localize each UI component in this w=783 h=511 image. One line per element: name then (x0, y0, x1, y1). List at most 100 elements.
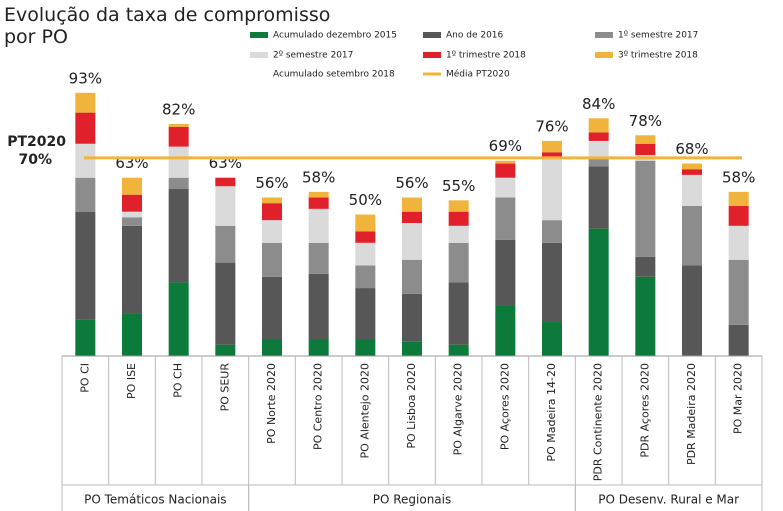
total-label: 58% (302, 168, 335, 186)
x-tick-label: PO Madeira 14-20 (545, 363, 558, 462)
bar-segment (448, 282, 469, 345)
bar-segment (75, 92, 96, 113)
bar-segment (728, 324, 749, 356)
bar-segment (495, 197, 516, 240)
bar-segment (402, 222, 422, 260)
bar-segment (262, 220, 282, 243)
x-tick-label: PDR Continente 2020 (592, 363, 605, 481)
bar-segment (495, 160, 516, 164)
bar-segment (308, 197, 329, 209)
bar-segment (448, 225, 469, 243)
legend-label: Média PT2020 (446, 69, 510, 80)
total-label: 82% (162, 100, 195, 118)
bar-segment (635, 256, 656, 277)
bar-segment (122, 217, 142, 226)
group-label: PO Regionais (373, 493, 452, 507)
bar-segment (728, 191, 749, 207)
bar-segment (168, 146, 189, 178)
bar-segment (682, 206, 702, 266)
bar-segment (728, 259, 749, 325)
total-label: 78% (629, 112, 662, 130)
bar-segment (122, 177, 142, 195)
bar-segment (168, 177, 189, 190)
reference-label: PT2020 (7, 134, 66, 150)
chart-title: Evolução da taxa de compromisso por PO (4, 4, 331, 48)
total-label: 84% (582, 95, 615, 113)
total-label: 93% (69, 69, 102, 87)
bar-segment (402, 211, 422, 223)
bar-segment (402, 259, 422, 294)
x-tick-label: PO Lisboa 2020 (405, 363, 418, 449)
total-label: 56% (255, 174, 288, 192)
bar-segment (262, 276, 282, 340)
bar-segment (355, 231, 376, 243)
bar-segment (402, 293, 422, 342)
legend-label: Acumulado setembro 2018 (273, 70, 395, 80)
bar-segment (542, 242, 562, 323)
bar-segment (262, 242, 282, 277)
x-tick-label: PO SEUR (218, 363, 231, 412)
bar-segment (635, 143, 656, 156)
bar-segment (542, 152, 562, 158)
bar-segment (168, 126, 189, 147)
bar-segment (542, 157, 562, 221)
bar-segment (75, 177, 96, 212)
bar-segment (588, 132, 609, 141)
bar-segment (448, 242, 469, 283)
bar-segment (75, 319, 96, 356)
group-label: PO Desenv. Rural e Mar (598, 493, 739, 507)
legend-swatch (595, 52, 613, 58)
legend-label: Acumulado dezembro 2015 (273, 31, 397, 41)
bar-segment (262, 339, 282, 356)
x-tick-label: PO Mar 2020 (732, 363, 745, 434)
bar-segment (402, 341, 422, 356)
bar-segment (355, 265, 376, 289)
x-tick-label: PO Algarve 2020 (452, 363, 465, 455)
bar-segment (75, 211, 96, 320)
bar-segment (215, 344, 236, 356)
bar-segment (168, 123, 189, 127)
x-tick-label: PO ISE (125, 363, 138, 399)
bar-segment (308, 191, 329, 198)
bar-segment (542, 220, 562, 243)
total-label: 68% (675, 140, 708, 158)
total-label: 50% (349, 191, 382, 209)
bar-segment (122, 225, 142, 314)
total-label: 55% (442, 177, 475, 195)
total-label: 69% (489, 137, 522, 155)
bar-segment (495, 239, 516, 306)
bar-segment (588, 228, 609, 356)
bar-segment (495, 163, 516, 178)
bar-segment (308, 339, 329, 356)
x-tick-label: PO CI (78, 363, 91, 393)
bar-segment (448, 200, 469, 212)
legend-swatch (250, 32, 268, 38)
bar-segment (542, 322, 562, 356)
bar-segment (122, 313, 142, 356)
total-label: 58% (722, 168, 755, 186)
bar-segment (215, 177, 236, 187)
bar-segment (682, 174, 702, 207)
legend-swatch (423, 52, 441, 58)
bar-segment (495, 177, 516, 198)
total-label: 76% (535, 117, 568, 135)
x-tick-label: PO CH (172, 363, 185, 398)
bar-segment (215, 225, 236, 263)
bar-segment (588, 157, 609, 167)
bar-segment (215, 262, 236, 345)
bar-segment (75, 143, 96, 178)
bar-segment (308, 242, 329, 274)
bar-segment (75, 112, 96, 144)
legend-label: Ano de 2016 (446, 31, 504, 41)
bar-segment (588, 166, 609, 229)
reference-value-label: 70% (18, 152, 52, 168)
bar-segment (308, 208, 329, 243)
bar-segment (728, 225, 749, 260)
total-label: 56% (395, 174, 428, 192)
bar-segment (448, 344, 469, 356)
bar-segment (262, 197, 282, 204)
bar-segment (635, 135, 656, 144)
bar-segment (122, 211, 142, 218)
